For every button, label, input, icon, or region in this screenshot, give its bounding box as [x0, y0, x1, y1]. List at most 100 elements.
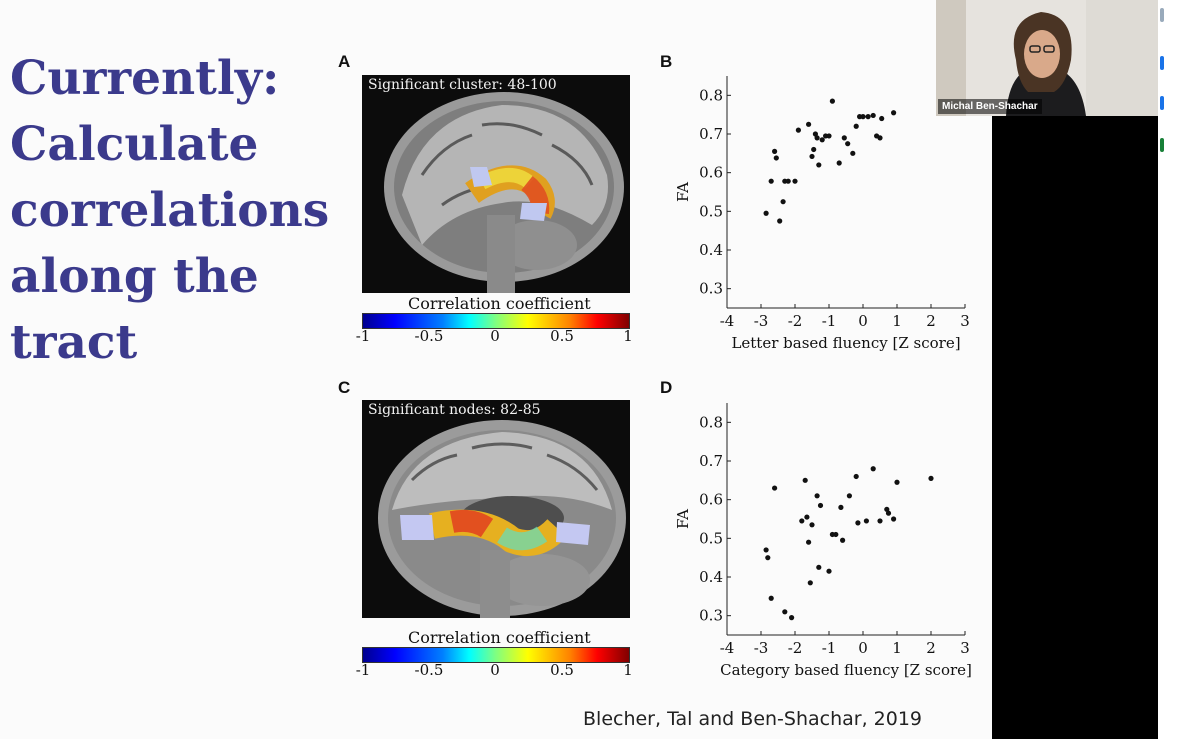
x-tick-label: -1	[822, 639, 837, 657]
colorbar-tick: 0.5	[550, 661, 574, 679]
x-tick-label: -3	[754, 639, 769, 657]
data-point	[870, 112, 876, 119]
citation: Blecher, Tal and Ben-Shachar, 2019	[583, 708, 923, 730]
data-point	[885, 510, 892, 516]
y-tick-label: 0.7	[699, 452, 723, 470]
y-tick-label: 0.4	[699, 241, 723, 259]
side-strip	[1158, 0, 1178, 739]
strip-marker	[1160, 138, 1164, 152]
x-axis-label: Category based fluency [Z score]	[720, 661, 972, 679]
slide-title-line: correlations	[10, 183, 330, 238]
brain-caption-a: Significant cluster: 48-100	[368, 77, 557, 93]
data-point	[772, 485, 778, 491]
video-panel-background	[992, 116, 1158, 739]
y-tick-label: 0.8	[699, 86, 723, 104]
participant-video-tile[interactable]: Michal Ben-Shachar	[936, 0, 1158, 116]
slide-title: Currently: Calculate correlations along …	[10, 46, 340, 376]
data-point	[792, 178, 798, 184]
data-point	[795, 127, 801, 133]
colorbar-tick: -1	[355, 661, 371, 679]
data-point	[826, 133, 832, 139]
x-tick-label: -4	[720, 639, 735, 657]
data-point	[782, 609, 788, 615]
data-point	[819, 137, 825, 143]
colorbar-tick: 1	[623, 327, 633, 345]
x-tick-label: -1	[822, 312, 837, 330]
data-point	[850, 150, 856, 156]
participant-avatar	[936, 0, 1158, 116]
data-point	[785, 178, 791, 184]
y-axis-label: FA	[674, 509, 692, 529]
panel-letter-a: A	[338, 52, 351, 71]
panel-letter-d: D	[660, 378, 673, 397]
x-tick-label: 1	[892, 312, 902, 330]
y-tick-label: 0.6	[699, 164, 723, 182]
data-point	[777, 218, 783, 224]
colorbar-tick: -0.5	[414, 661, 444, 679]
colorbar-tick: 1	[623, 661, 633, 679]
data-point	[855, 520, 861, 526]
strip-marker	[1160, 96, 1164, 110]
brain-image-c: Significant nodes: 82-85	[362, 400, 630, 618]
strip-marker	[1160, 8, 1164, 22]
x-tick-label: -2	[788, 312, 803, 330]
y-tick-label: 0.5	[699, 529, 723, 547]
colorbar-tick: 0	[490, 661, 500, 679]
colorbar-tick: -1	[355, 327, 371, 345]
x-tick-label: 1	[892, 639, 902, 657]
data-point	[877, 135, 883, 141]
colorbar-title-c: Correlation coefficient	[408, 628, 591, 647]
y-tick-label: 0.7	[699, 125, 723, 143]
data-point	[829, 98, 835, 104]
y-axis-label: FA	[674, 182, 692, 202]
x-tick-label: -4	[720, 312, 735, 330]
colorbar-a	[362, 313, 630, 329]
data-point	[765, 555, 771, 561]
presentation-slide: Currently: Calculate correlations along …	[10, 46, 972, 730]
panel-letter-c: C	[338, 378, 351, 397]
data-point	[768, 178, 774, 184]
colorbar-tick: 0.5	[550, 327, 574, 345]
data-point	[928, 475, 934, 481]
data-point	[865, 114, 871, 120]
data-point	[877, 518, 883, 524]
data-point	[811, 146, 817, 153]
y-tick-label: 0.8	[699, 413, 723, 431]
y-tick-label: 0.3	[699, 280, 723, 298]
data-point	[853, 473, 859, 480]
data-point	[816, 162, 822, 168]
panel-letter-b: B	[660, 52, 673, 71]
data-point	[826, 568, 832, 574]
scatter-plot-d: -4 -3 -2 -1 0 1 2 3 0.3 0.4 0.5 0.6 0.7 0.8 Category b…	[674, 403, 972, 679]
slide-title-line: tract	[10, 315, 138, 370]
slide-title-line: along the	[10, 249, 259, 304]
data-point	[763, 547, 769, 553]
data-point	[809, 522, 815, 528]
data-point	[772, 148, 778, 154]
data-point	[833, 531, 839, 538]
data-point	[853, 123, 859, 129]
data-point	[846, 493, 852, 499]
colorbar-c	[362, 647, 630, 663]
data-point	[836, 160, 842, 166]
data-point	[799, 518, 805, 524]
x-tick-label: 3	[960, 639, 970, 657]
y-tick-label: 0.4	[699, 568, 723, 586]
x-tick-label: -3	[754, 312, 769, 330]
data-point	[807, 580, 813, 586]
x-tick-label: 3	[960, 312, 970, 330]
data-point	[814, 493, 820, 499]
data-point	[863, 518, 869, 524]
y-tick-label: 0.3	[699, 607, 723, 625]
x-tick-label: 0	[858, 312, 868, 330]
participant-name: Michal Ben-Shachar	[938, 99, 1042, 114]
data-point	[802, 477, 808, 483]
data-point	[891, 516, 897, 522]
x-tick-label: 2	[926, 639, 936, 657]
x-axis-label: Letter based fluency [Z score]	[731, 334, 960, 352]
data-point	[804, 514, 810, 520]
data-point	[773, 155, 779, 161]
x-tick-label: 0	[858, 639, 868, 657]
x-tick-label: -2	[788, 639, 803, 657]
data-point	[845, 141, 851, 147]
